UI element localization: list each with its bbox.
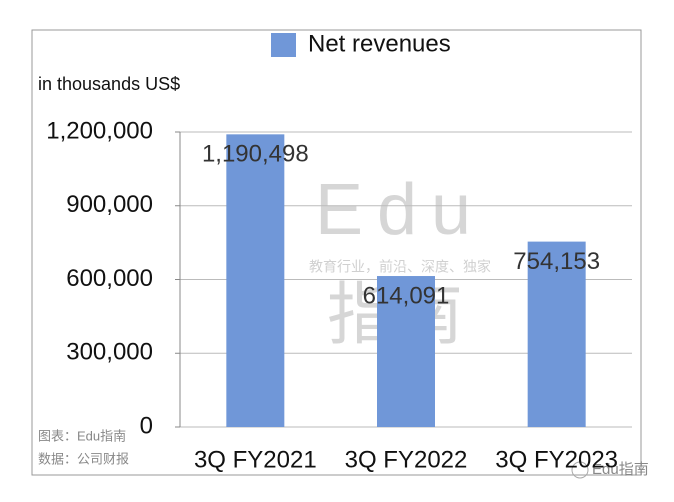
y-tick-label: 300,000 [66,339,153,366]
note: 数据：公司财报 [38,451,129,466]
value-label: 1,190,498 [202,141,309,168]
y-tick-label: 0 [140,412,153,439]
watermark-slogan: 教育行业，前沿、深度、独家 [309,259,491,275]
note: 图表：Edu指南 [38,428,126,443]
y-axis-label: in thousands US$ [38,74,180,94]
x-tick-label: 3Q FY2021 [194,446,317,473]
value-label: 754,153 [513,248,600,275]
bar [226,134,285,427]
badge: Edu指南 [592,461,649,478]
bar [527,241,586,427]
bar [377,276,435,427]
y-tick-label: 600,000 [66,265,153,292]
badge-icon [571,461,589,479]
legend-swatch [271,33,296,57]
y-tick-label: 900,000 [66,191,153,218]
y-tick-label: 1,200,000 [46,117,153,144]
value-label: 614,091 [363,282,450,309]
x-tick-label: 3Q FY2022 [345,446,468,473]
watermark-brand: Edu [315,170,485,250]
x-tick-label: 3Q FY2023 [495,446,618,473]
legend-label: Net revenues [308,30,451,57]
